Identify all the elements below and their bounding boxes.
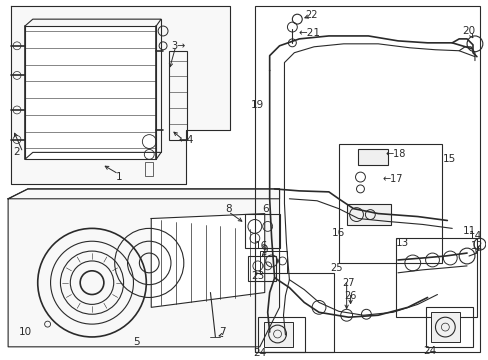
Text: 25: 25	[330, 263, 342, 273]
Text: 22: 22	[304, 10, 317, 20]
Polygon shape	[25, 26, 156, 159]
Bar	[145, 162, 153, 176]
Bar	[429, 312, 459, 342]
Text: 19: 19	[251, 100, 264, 110]
Bar	[254, 6, 479, 352]
Polygon shape	[8, 189, 279, 347]
Text: 13: 13	[395, 238, 408, 248]
Polygon shape	[151, 213, 264, 307]
Text: 24: 24	[422, 346, 435, 356]
Text: 23: 23	[251, 271, 264, 281]
Text: 9: 9	[261, 245, 267, 255]
Text: 16: 16	[331, 228, 345, 238]
Text: 16: 16	[255, 241, 268, 251]
Bar	[247, 256, 275, 281]
Text: ←4: ←4	[178, 135, 193, 145]
Text: 11: 11	[462, 226, 475, 237]
Text: 15: 15	[442, 154, 455, 164]
Text: 1: 1	[115, 172, 122, 182]
Text: 3→: 3→	[171, 41, 185, 51]
Bar	[395, 238, 476, 317]
Bar	[346, 204, 390, 225]
Polygon shape	[11, 6, 230, 184]
Text: 6: 6	[262, 204, 268, 213]
Bar	[358, 149, 387, 165]
Text: 27: 27	[342, 278, 354, 288]
Text: 20: 20	[462, 26, 475, 36]
Bar	[425, 307, 472, 347]
Text: ←21: ←21	[298, 28, 320, 38]
Text: ←17: ←17	[382, 174, 403, 184]
Text: 26: 26	[344, 291, 356, 301]
Bar	[244, 213, 279, 248]
Bar	[254, 273, 333, 352]
Bar	[338, 144, 442, 263]
Text: 5: 5	[133, 337, 140, 347]
Text: ←18: ←18	[385, 149, 406, 159]
Text: 8: 8	[224, 204, 231, 213]
Text: 24: 24	[253, 348, 266, 358]
Text: 2: 2	[14, 147, 20, 157]
Bar	[257, 317, 305, 352]
Bar	[259, 251, 287, 273]
Bar	[169, 51, 186, 140]
Text: 12: 12	[470, 241, 482, 251]
Text: 14: 14	[468, 231, 481, 241]
Bar	[263, 322, 293, 347]
Text: 10: 10	[19, 327, 31, 337]
Text: 7: 7	[219, 327, 225, 337]
